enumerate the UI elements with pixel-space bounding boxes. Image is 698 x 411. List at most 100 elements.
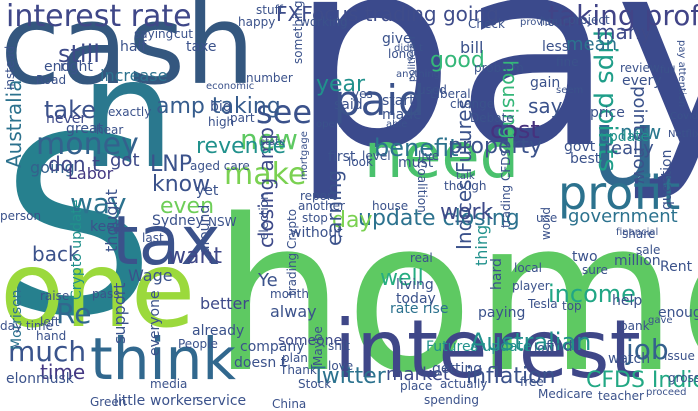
- word-economic: economic: [206, 81, 255, 92]
- word-twitter: Twitter: [312, 364, 386, 389]
- word-election: election: [257, 192, 271, 240]
- word-level: level: [362, 149, 391, 163]
- word-job: job: [626, 333, 669, 366]
- word-update: update: [600, 129, 650, 145]
- word-day-time: day time: [0, 319, 53, 333]
- word-amp-taking: amp taking: [156, 94, 281, 119]
- word-bank: bank: [620, 319, 650, 333]
- word-report: report: [300, 189, 337, 203]
- word-last: last: [142, 231, 164, 245]
- word-pay-attention: pay attention: [676, 40, 687, 108]
- word-fine: fine: [556, 55, 579, 69]
- word-better: better: [200, 294, 249, 313]
- word-cut: cut: [174, 27, 193, 41]
- word-made: made: [382, 107, 422, 123]
- word-used: used: [418, 83, 447, 97]
- word-working: working: [300, 15, 348, 29]
- word-one: one: [0, 229, 196, 351]
- word-tesla: Tesla: [528, 297, 558, 311]
- word-liberal: Liberal: [430, 87, 471, 101]
- word-covid: Covid: [670, 111, 698, 122]
- word-say: say: [528, 94, 563, 118]
- word-someone: someone: [278, 333, 343, 349]
- word-now: now: [620, 120, 662, 144]
- word-fxfocus-trading-going: FXFocus trading going: [276, 2, 499, 26]
- word-inflation: inflation: [466, 364, 556, 389]
- word-re: Re: [56, 297, 92, 330]
- word-around: around: [197, 204, 213, 254]
- word-pay: pay: [290, 0, 698, 206]
- word-politician: politician: [407, 36, 418, 82]
- word-hour: hour: [540, 15, 568, 29]
- word-part: part: [230, 111, 255, 125]
- word-want: want: [168, 244, 223, 269]
- word-able: able: [386, 119, 408, 130]
- word-everyone: everyone: [147, 290, 163, 356]
- word-labor: Labor: [68, 164, 114, 183]
- word-love: love: [328, 359, 354, 373]
- word-paying: paying: [478, 305, 526, 321]
- word-time: time: [40, 360, 86, 384]
- word-tax: tax: [112, 202, 221, 281]
- word-proceed: proceed: [646, 387, 687, 398]
- word-didn-t: didn t: [394, 43, 423, 54]
- word-stock: Stock: [298, 377, 332, 391]
- word-taxe: taxe: [186, 39, 217, 55]
- word-though: though: [444, 179, 487, 193]
- word-home: home: [212, 174, 698, 411]
- word-aged-care: aged care: [190, 159, 250, 173]
- word-real: real: [410, 251, 433, 265]
- word-money: money: [36, 127, 139, 162]
- word-paid: paid: [334, 76, 425, 125]
- word-month: month: [270, 287, 309, 301]
- word-rate-rise: rate rise: [390, 301, 449, 317]
- word-people: People: [178, 337, 218, 351]
- word-today: today: [396, 291, 436, 307]
- word-teacher: teacher: [598, 389, 644, 403]
- word-end: end: [44, 59, 71, 75]
- word-gain: gain: [530, 75, 561, 91]
- word-futures-update: Futures update: [426, 339, 532, 355]
- word-debate: Debate: [470, 111, 514, 125]
- word-update-closing: update closing: [358, 206, 520, 231]
- word-help: help: [612, 293, 643, 309]
- word-cash: cash: [0, 0, 255, 109]
- word-still: still: [58, 40, 100, 68]
- word-take: take: [44, 96, 96, 124]
- word-gave: gave: [648, 315, 673, 326]
- word-happy: happy: [238, 15, 276, 29]
- word-hard: hard: [489, 258, 505, 290]
- word-change: change: [450, 97, 495, 111]
- word-property: property: [448, 134, 543, 159]
- word-revenue: revenue: [196, 134, 287, 159]
- word-provide: provide: [520, 17, 558, 28]
- word-u: u: [590, 83, 660, 211]
- word-hand: hand: [36, 329, 67, 343]
- word-already: already: [192, 323, 245, 339]
- word-find: find: [546, 339, 573, 355]
- word-place: place: [400, 379, 433, 393]
- word-watch: watch: [608, 351, 651, 367]
- word-high: high: [208, 115, 235, 129]
- word-shit: shit: [328, 339, 350, 353]
- word-think: think: [90, 325, 236, 393]
- word-increase: increase: [100, 66, 168, 85]
- word-see: see: [256, 93, 313, 131]
- word-free: free: [520, 375, 544, 389]
- word-living: living: [396, 277, 434, 293]
- word-company: company: [240, 339, 305, 355]
- word-sure: sure: [582, 263, 608, 277]
- word-top: top: [562, 299, 582, 313]
- word-going: going: [30, 158, 75, 177]
- word-service: service: [196, 393, 247, 409]
- word-check: Check: [468, 17, 505, 31]
- word-world: world: [539, 206, 553, 240]
- word-crypto-update: Crypto update: [69, 199, 85, 300]
- word-best: best: [570, 151, 601, 167]
- word-stop: stop: [302, 211, 328, 225]
- word-much: much: [8, 335, 87, 368]
- word-financial: financial: [616, 227, 659, 238]
- word-review: review: [620, 61, 660, 75]
- word-way: way: [70, 187, 127, 220]
